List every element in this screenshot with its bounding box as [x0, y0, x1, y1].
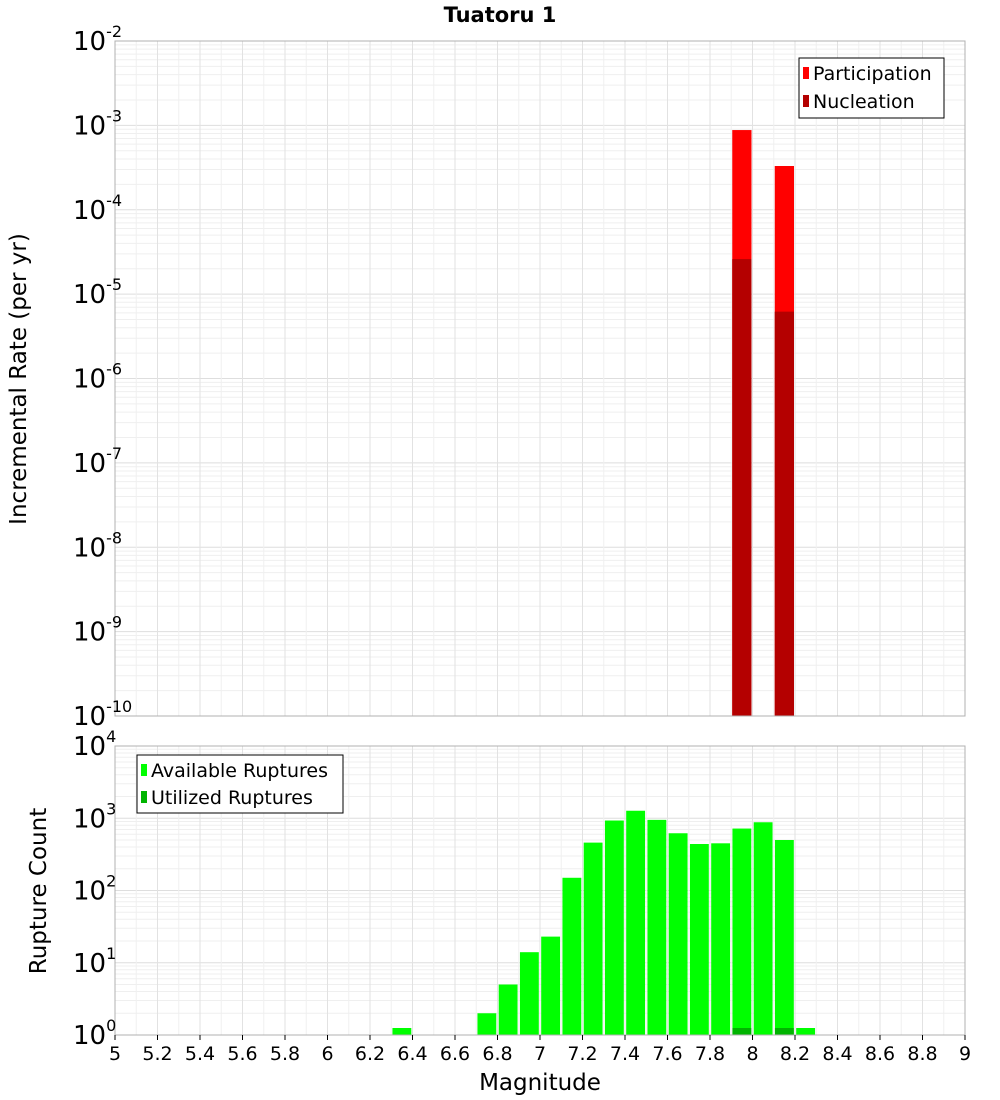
count-legend: Available Ruptures Utilized Ruptures — [136, 754, 344, 814]
chart-title: Tuatoru 1 — [444, 3, 557, 27]
x-tick-label: 8.4 — [822, 1043, 852, 1065]
x-tick-label: 5.8 — [270, 1043, 300, 1065]
y-tick-label: 101 — [73, 944, 116, 979]
available-ruptures-bar — [541, 936, 561, 1035]
y-tick-label: 104 — [73, 727, 116, 762]
rate-panel-bars — [732, 130, 794, 717]
x-axis-label: Magnitude — [479, 1070, 601, 1096]
x-tick-label: 7.6 — [652, 1043, 682, 1065]
count-panel-bars — [392, 810, 816, 1035]
x-tick-label: 5.2 — [142, 1043, 172, 1065]
available-ruptures-bar — [562, 877, 582, 1035]
available-ruptures-legend-swatch — [141, 764, 147, 776]
y-tick-label: 10-10 — [73, 697, 132, 732]
rate-legend-box — [798, 57, 945, 119]
x-tick-label: 8.6 — [865, 1043, 895, 1065]
available-ruptures-bar — [647, 819, 667, 1035]
x-tick-label: 6.2 — [355, 1043, 385, 1065]
y-tick-label: 10-2 — [73, 22, 122, 57]
available-ruptures-bar — [732, 828, 752, 1035]
y-tick-label: 10-9 — [73, 613, 122, 648]
y-tick-label: 10-5 — [73, 275, 122, 310]
x-tick-label: 7 — [534, 1043, 546, 1065]
available-ruptures-bar — [477, 1013, 497, 1035]
utilized-ruptures-legend-swatch — [141, 791, 147, 803]
x-tick-label: 5 — [109, 1043, 121, 1065]
x-tick-label: 6.8 — [482, 1043, 512, 1065]
available-ruptures-bar — [392, 1028, 412, 1035]
y-tick-label: 10-8 — [73, 528, 122, 563]
rate-panel-grid — [114, 41, 966, 717]
available-ruptures-bar — [519, 952, 539, 1035]
rate-legend: Participation Nucleation — [798, 57, 945, 119]
rate-y-ticks: 10-10 10-9 10-8 10-7 10-6 10-5 10-4 10-3 10-2 — [73, 22, 132, 732]
utilized-ruptures-legend-label: Utilized Ruptures — [151, 787, 313, 809]
x-tick-label: 8.8 — [907, 1043, 937, 1065]
y-tick-label: 10-7 — [73, 444, 122, 479]
x-ticks: 5 5.2 5.4 5.6 5.8 6 6.2 6.4 6.6 6.8 7 7.2 7.4 7.6 7.8 8… — [109, 1035, 971, 1065]
x-tick-label: 7.4 — [610, 1043, 640, 1065]
y-tick-label: 102 — [73, 872, 116, 907]
nucleation-legend-label: Nucleation — [813, 91, 915, 113]
y-tick-label: 10-4 — [73, 191, 122, 226]
available-ruptures-bar — [774, 839, 794, 1035]
x-tick-label: 8 — [746, 1043, 758, 1065]
utilized-ruptures-bar — [732, 1028, 752, 1035]
available-ruptures-bar — [626, 810, 646, 1035]
participation-legend-swatch — [803, 67, 809, 79]
x-tick-label: 8.2 — [780, 1043, 810, 1065]
nucleation-bar — [774, 311, 794, 716]
available-ruptures-bar — [753, 822, 773, 1035]
available-ruptures-legend-label: Available Ruptures — [151, 760, 328, 782]
utilized-ruptures-bar — [774, 1028, 794, 1035]
x-tick-label: 6.6 — [440, 1043, 470, 1065]
available-ruptures-bar — [583, 842, 603, 1035]
available-ruptures-bar — [498, 984, 518, 1035]
y-tick-label: 10-6 — [73, 360, 122, 395]
x-tick-label: 5.4 — [185, 1043, 215, 1065]
y-tick-label: 100 — [73, 1016, 116, 1051]
count-legend-box — [136, 754, 344, 814]
available-ruptures-bar — [604, 820, 624, 1035]
y-tick-label: 10-3 — [73, 106, 122, 141]
x-tick-label: 9 — [959, 1043, 971, 1065]
available-ruptures-bar — [711, 843, 731, 1035]
nucleation-bar — [732, 259, 752, 716]
available-ruptures-bar — [668, 833, 688, 1035]
available-ruptures-bar — [689, 844, 709, 1035]
count-y-ticks: 100 101 102 103 104 — [73, 727, 116, 1051]
y-tick-label: 103 — [73, 799, 116, 834]
nucleation-legend-swatch — [803, 95, 809, 107]
rate-plot-frame — [114, 40, 966, 717]
x-tick-label: 6.4 — [397, 1043, 427, 1065]
available-ruptures-bar — [796, 1028, 816, 1035]
participation-legend-label: Participation — [813, 63, 932, 85]
x-tick-label: 6 — [321, 1043, 333, 1065]
x-tick-label: 5.6 — [227, 1043, 257, 1065]
x-tick-label: 7.2 — [567, 1043, 597, 1065]
rate-y-axis-label: Incremental Rate (per yr) — [6, 233, 32, 525]
count-y-axis-label: Rupture Count — [26, 808, 52, 974]
x-tick-label: 7.8 — [695, 1043, 725, 1065]
